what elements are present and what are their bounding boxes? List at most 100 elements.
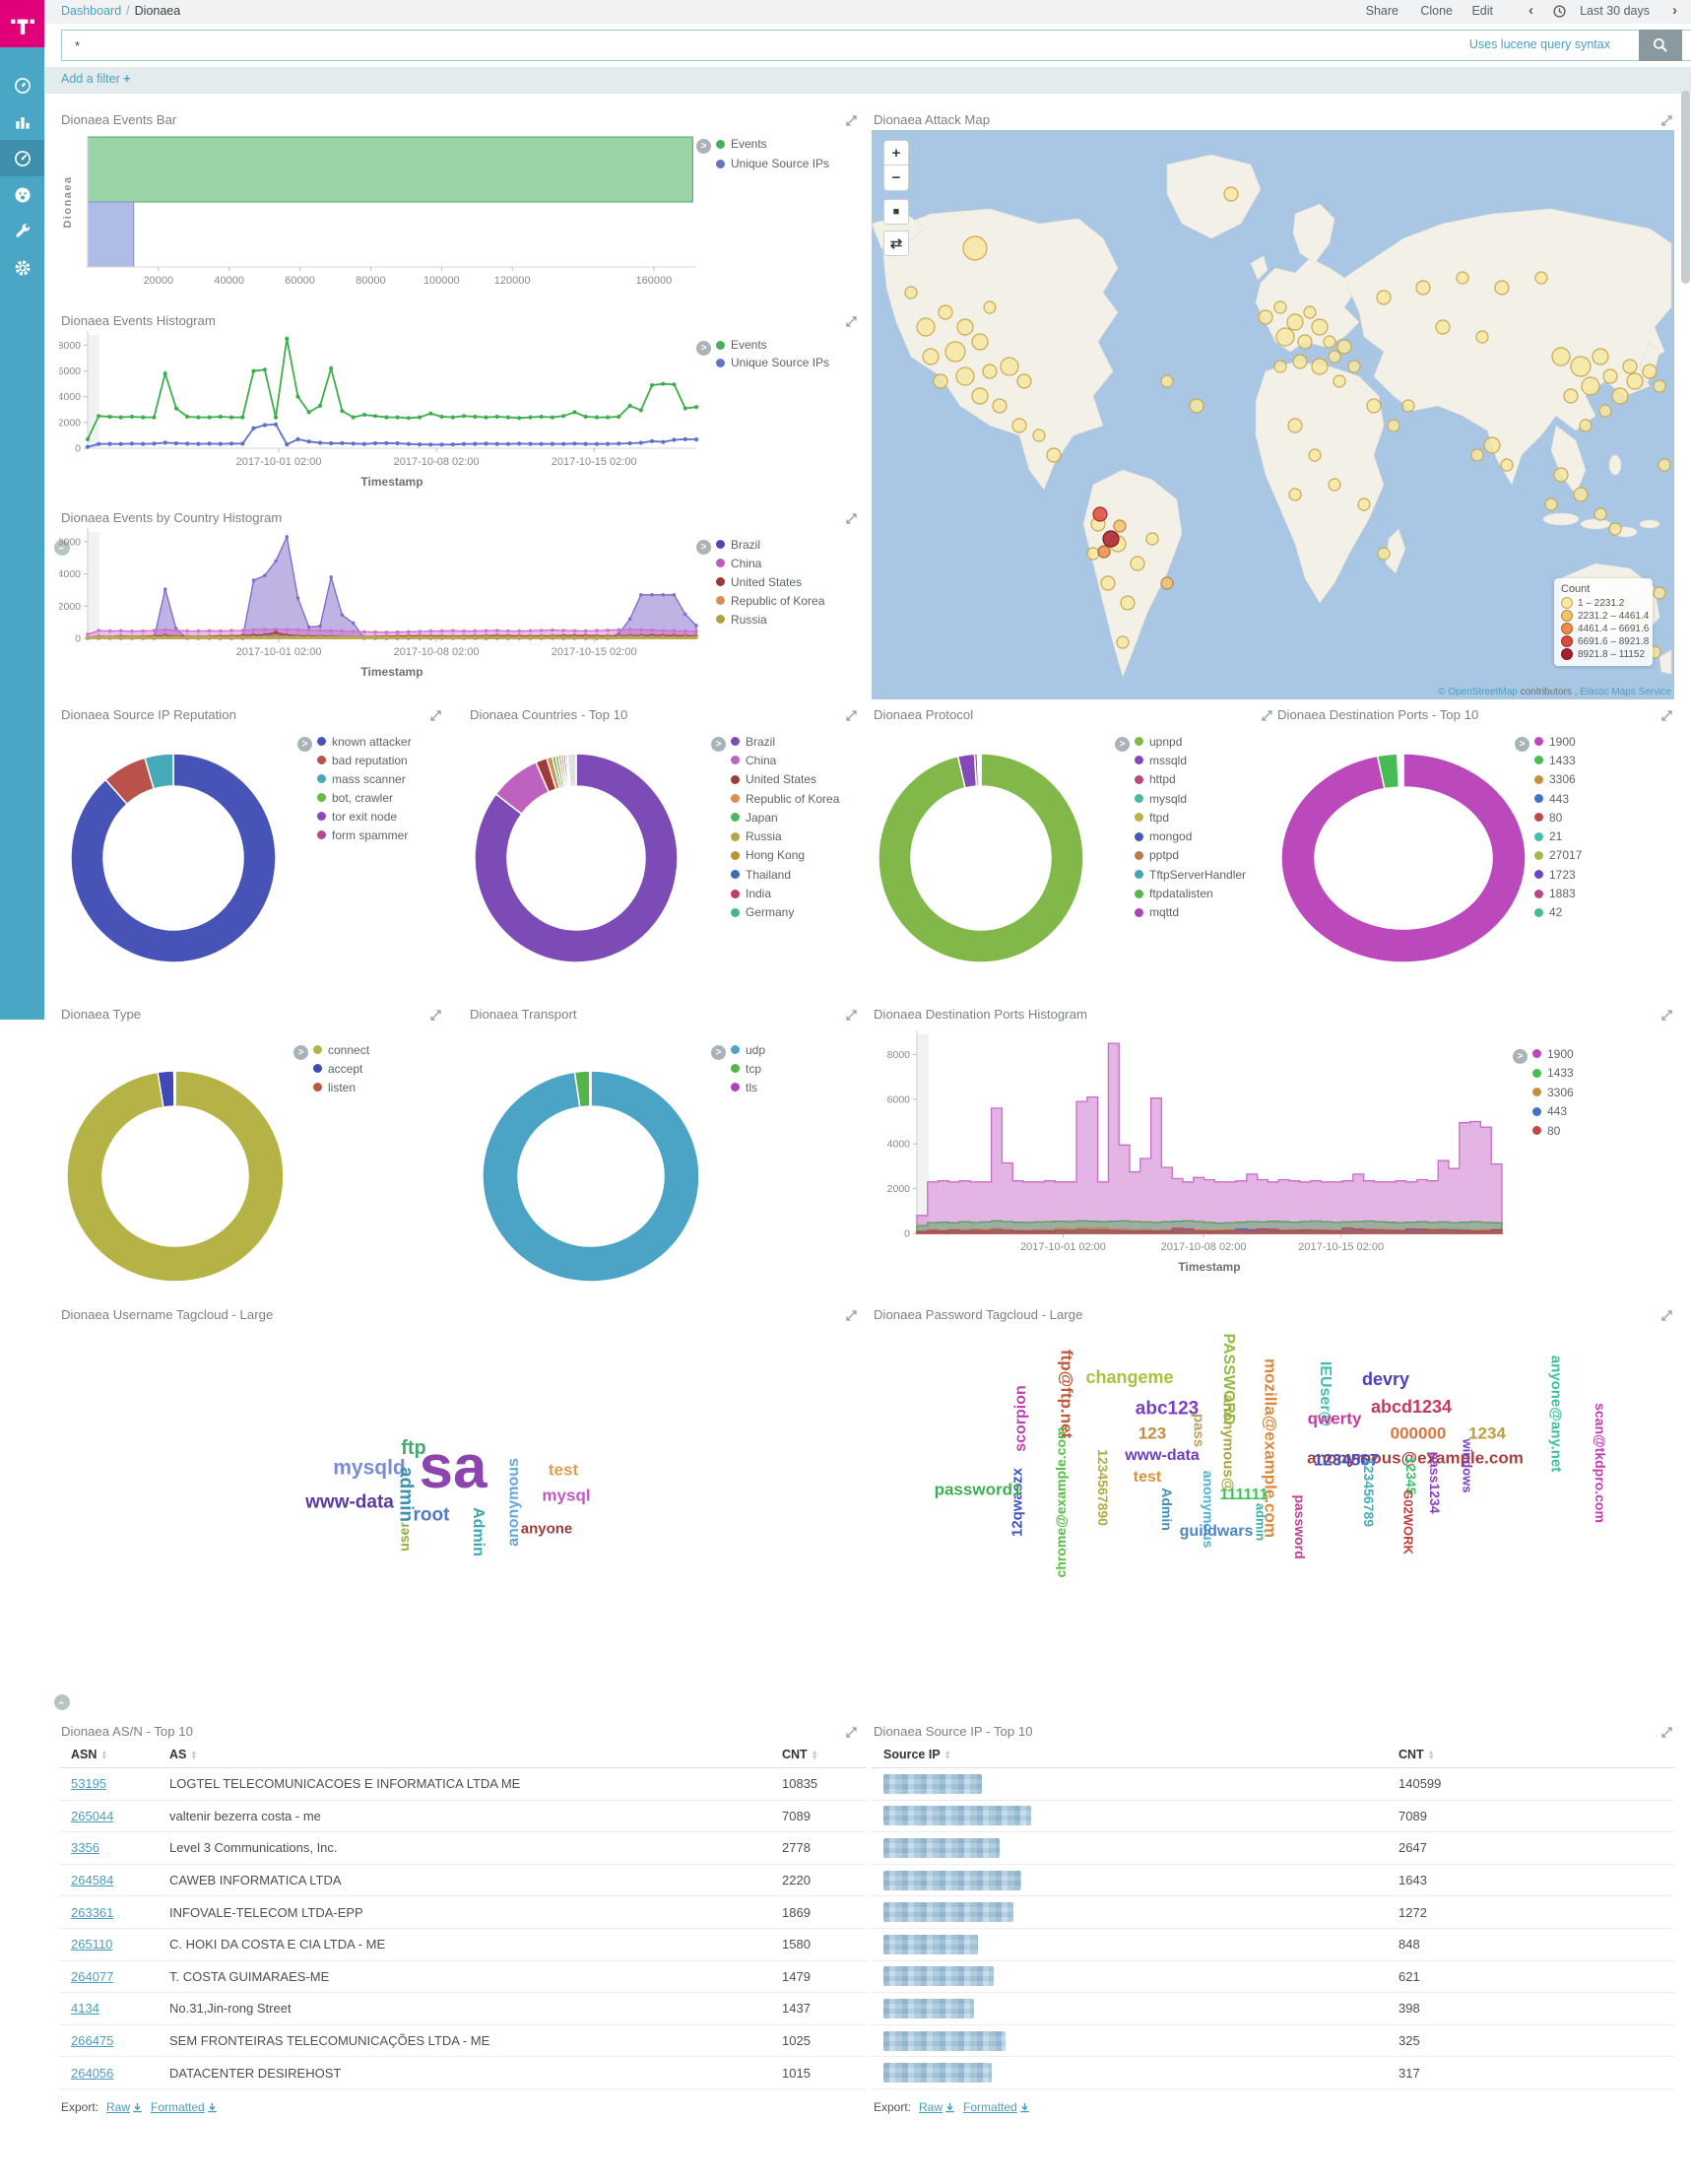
asn-link[interactable]: 4134 [71,2001,99,2017]
legend-item[interactable]: Events [716,134,829,154]
time-next-button[interactable]: › [1672,2,1677,19]
column-header-cnt[interactable]: CNT ▲ ▼ [1398,1748,1435,1761]
expand-icon[interactable] [845,1009,859,1023]
legend-item[interactable]: Brazil [716,535,824,554]
legend-item[interactable]: form spammer [317,826,412,844]
tagcloud-word[interactable]: password [1292,1494,1308,1559]
legend-item[interactable]: Thailand [731,865,839,884]
tagcloud-word[interactable]: anyone [520,1520,573,1538]
panel-title-ports-top10[interactable]: Dionaea Destination Ports - Top 10 [1277,707,1479,722]
legend-item[interactable]: Russia [716,610,824,629]
tagcloud-word[interactable]: test [1133,1469,1162,1486]
legend-item[interactable]: Republic of Korea [731,789,839,808]
tagcloud-word[interactable]: scan@tkdpro.com [1593,1403,1608,1523]
tagcloud-word[interactable]: www-data [1125,1447,1200,1464]
tagcloud-word[interactable]: 1234567 [1313,1450,1380,1470]
expand-icon[interactable] [1660,1009,1674,1023]
legend-toggle-icon[interactable]: > [293,1045,308,1060]
asn-link[interactable]: 263361 [71,1904,114,1920]
expand-icon[interactable] [1660,1726,1674,1740]
export-formatted-link[interactable]: Formatted [151,2100,218,2114]
sidebar-item-timelion[interactable] [0,176,44,213]
tagcloud-word[interactable]: mysql [542,1486,591,1505]
breadcrumb-dashboard-link[interactable]: Dashboard [61,4,122,18]
legend-item[interactable]: 27017 [1534,846,1582,865]
brand-logo[interactable] [0,0,44,47]
tagcloud-word[interactable]: anyone@any.net [1547,1355,1565,1473]
map-filter-button[interactable]: ⇄ [883,231,909,256]
column-header-cnt[interactable]: CNT ▲ ▼ [782,1748,818,1761]
legend-item[interactable]: China [731,751,839,769]
panel-title-events-bar[interactable]: Dionaea Events Bar [61,112,177,127]
legend-toggle-icon[interactable]: > [711,1045,726,1060]
tagcloud-word[interactable]: 123456789 [1361,1457,1377,1528]
sidebar-item-management[interactable] [0,249,44,286]
column-header-as[interactable]: AS ▲ ▼ [169,1748,198,1761]
legend-item[interactable]: 443 [1534,789,1582,808]
panel-title-protocol[interactable]: Dionaea Protocol [874,707,974,722]
asn-link[interactable]: 3356 [71,1840,99,1856]
sidebar-item-dashboard[interactable] [0,140,44,176]
asn-link[interactable]: 53195 [71,1776,107,1792]
tagcloud-word[interactable]: root [413,1504,450,1526]
panel-title-countries[interactable]: Dionaea Countries - Top 10 [470,707,628,722]
legend-item[interactable]: bot, crawler [317,788,412,807]
legend-item[interactable]: 3306 [1532,1083,1574,1102]
panel-title-events-histogram[interactable]: Dionaea Events Histogram [61,313,216,328]
expand-icon[interactable] [845,709,859,723]
tagcloud-word[interactable]: pass1234 [1427,1451,1443,1514]
asn-link[interactable]: 264056 [71,2065,114,2081]
panel-title-type[interactable]: Dionaea Type [61,1007,142,1022]
legend-item[interactable]: Republic of Korea [716,591,824,610]
tagcloud-word[interactable]: ftp@ftp.net [1057,1349,1076,1439]
collapse-row-button[interactable]: › [54,540,70,556]
legend-item[interactable]: 1883 [1534,884,1582,902]
legend-item[interactable]: mqttd [1135,903,1246,922]
tagcloud-word[interactable]: windows [1460,1438,1475,1493]
share-button[interactable]: Share [1365,4,1398,18]
expand-icon[interactable] [845,1726,859,1740]
legend-item[interactable]: httpd [1135,770,1246,789]
tagcloud-word[interactable]: abcd1234 [1370,1397,1453,1417]
panel-title-asn-table[interactable]: Dionaea AS/N - Top 10 [61,1724,193,1739]
legend-item[interactable]: listen [313,1078,369,1096]
expand-icon[interactable] [845,512,859,526]
expand-icon[interactable] [429,1009,443,1023]
sidebar-item-visualize[interactable] [0,103,44,140]
map-fit-button[interactable]: ■ [883,199,909,225]
tagcloud-word[interactable]: sa [419,1433,488,1501]
add-filter-button[interactable]: Add a filter + [61,72,131,86]
lucene-syntax-link[interactable]: Uses lucene query syntax [1468,37,1610,51]
legend-item[interactable]: India [731,884,839,902]
legend-item[interactable]: 1723 [1534,865,1582,884]
legend-item[interactable]: Hong Kong [731,846,839,865]
legend-item[interactable]: 80 [1534,808,1582,827]
expand-icon[interactable] [1660,114,1674,128]
legend-item[interactable]: 21 [1534,827,1582,845]
tagcloud-word[interactable]: G02WORK [1400,1489,1416,1555]
legend-toggle-icon[interactable]: > [1513,1049,1528,1064]
tagcloud-word[interactable]: anonymous [505,1458,522,1547]
legend-item[interactable]: ftpd [1135,808,1246,827]
search-button[interactable] [1639,30,1682,61]
edit-button[interactable]: Edit [1471,4,1493,18]
legend-item[interactable]: United States [716,572,824,591]
legend-toggle-icon[interactable]: > [1115,737,1130,752]
time-prev-button[interactable]: ‹ [1528,2,1533,19]
panel-title-password-cloud[interactable]: Dionaea Password Tagcloud - Large [874,1307,1083,1322]
expand-icon[interactable] [1660,1309,1674,1323]
legend-item[interactable]: Unique Source IPs [716,354,829,371]
asn-link[interactable]: 265110 [71,1937,113,1952]
tagcloud-word[interactable]: changeme [1085,1367,1174,1387]
legend-item[interactable]: known attacker [317,732,412,751]
panel-title-attack-map[interactable]: Dionaea Attack Map [874,112,991,127]
legend-toggle-icon[interactable]: > [696,540,711,555]
tagcloud-word[interactable]: pass [1190,1413,1207,1448]
export-raw-link[interactable]: Raw [919,2100,955,2114]
legend-item[interactable]: mssqld [1135,751,1246,769]
expand-icon[interactable] [1261,709,1274,723]
collapse-row-button[interactable]: › [54,1694,70,1710]
legend-item[interactable]: 80 [1532,1121,1574,1141]
panel-title-transport[interactable]: Dionaea Transport [470,1007,577,1022]
expand-icon[interactable] [845,1309,859,1323]
